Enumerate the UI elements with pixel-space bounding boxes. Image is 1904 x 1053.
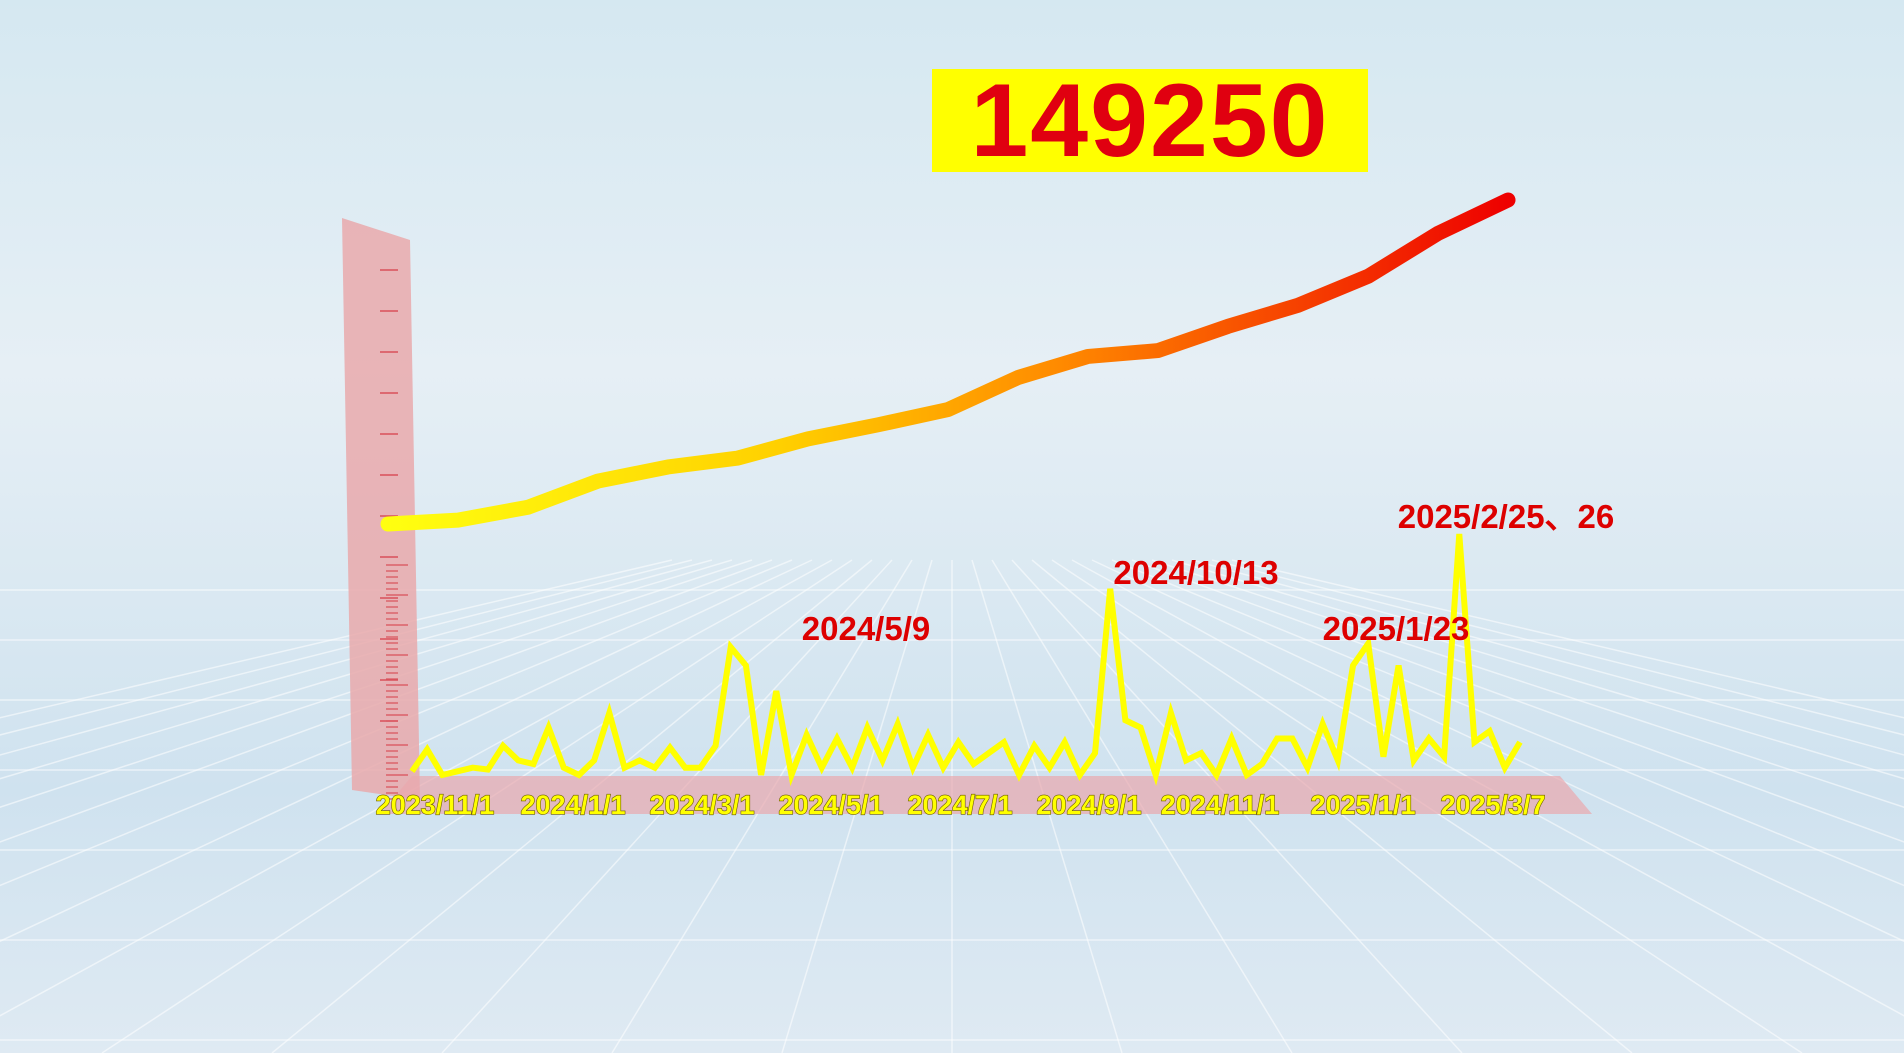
- peak-annotation: 2024/10/13: [1113, 554, 1278, 591]
- grid-line: [0, 559, 833, 1017]
- grid-line: [0, 559, 733, 780]
- total-count-value: 149250: [970, 62, 1330, 179]
- grid-line: [1091, 559, 1904, 943]
- total-count-box: 149250: [932, 62, 1368, 179]
- grid-line: [1111, 559, 1904, 887]
- grid-line: [1211, 559, 1904, 736]
- daily-series-line: [409, 533, 1523, 787]
- grid-line: [1171, 559, 1904, 780]
- x-tick-label: 2024/9/1: [1036, 790, 1141, 820]
- x-tick-label: 2025/1/1: [1310, 790, 1415, 820]
- grid-line: [1231, 559, 1904, 719]
- peak-annotation: 2025/1/23: [1323, 610, 1470, 647]
- grid-line: [1131, 559, 1904, 843]
- ruler-axis: [342, 218, 420, 800]
- grid-line: [1151, 559, 1904, 808]
- grid-line: [0, 559, 813, 943]
- floor-base: [380, 776, 1592, 814]
- x-tick-label: 2024/3/1: [649, 790, 754, 820]
- x-tick-label: 2024/7/1: [907, 790, 1012, 820]
- grid-line: [0, 559, 793, 887]
- peak-annotation: 2025/2/25、26: [1398, 498, 1615, 535]
- x-tick-label: 2024/1/1: [520, 790, 625, 820]
- grid-line: [0, 559, 773, 843]
- x-tick-label: 2024/11/1: [1161, 790, 1280, 820]
- grid-line: [0, 559, 753, 808]
- cumulative-series-line: [380, 192, 1516, 532]
- peak-annotation: 2024/5/9: [802, 610, 930, 647]
- grid-line: [1191, 559, 1904, 756]
- grid-line: [0, 559, 673, 719]
- x-tick-label: 2023/11/1: [376, 790, 495, 820]
- x-tick-label: 2024/5/1: [778, 790, 883, 820]
- x-tick-label: 2025/3/7: [1440, 790, 1545, 820]
